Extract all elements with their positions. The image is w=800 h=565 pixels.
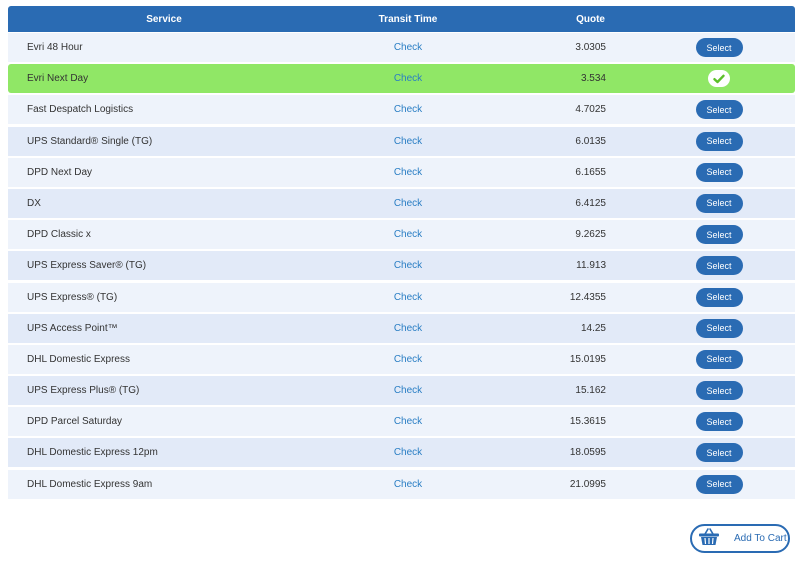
transit-check-link[interactable]: Check (393, 416, 423, 428)
quote-value: 6.4125 (575, 197, 606, 209)
table-row: DHL Domestic Express 9am Check 21.0995 Sele… (8, 469, 795, 499)
service-name: DHL Domestic Express (27, 353, 130, 365)
transit-check-link[interactable]: Check (393, 73, 423, 85)
select-button[interactable]: Select (695, 256, 743, 276)
quote-value: 14.25 (580, 322, 606, 334)
quote-value: 9.2625 (575, 229, 606, 241)
service-name: Fast Despatch Logistics (27, 104, 134, 116)
table-row: UPS Standard® Single (TG) Check 6.0135 Sele… (8, 126, 795, 156)
row-action: Select (635, 225, 795, 245)
service-name: Evri Next Day (27, 73, 89, 85)
service-name: UPS Standard® Single (TG) (27, 135, 153, 147)
transit-check-link[interactable]: Check (393, 478, 423, 490)
select-button[interactable]: Select (695, 381, 743, 401)
service-name: DPD Parcel Saturday (27, 416, 123, 428)
select-button[interactable]: Select (695, 443, 743, 463)
table-body: Evri 48 Hour Check 3.0305 Select Evri Next D… (8, 33, 795, 499)
transit-check-link[interactable]: Check (393, 166, 423, 178)
row-action: Select (635, 38, 795, 57)
header-transit-time: Transit Time (378, 13, 438, 25)
row-action: Select (635, 443, 795, 463)
table-row: UPS Express® (TG) Check 12.4355 Select (8, 282, 795, 312)
service-name: UPS Access Point™ (27, 322, 118, 334)
table-row: UPS Access Point™ Check 14.25 Select (8, 313, 795, 343)
transit-check-link[interactable]: Check (393, 353, 423, 365)
service-name: UPS Express Plus® (TG) (27, 385, 140, 397)
quote-value: 15.0195 (569, 353, 606, 365)
service-name: DPD Classic x (27, 229, 91, 241)
select-button[interactable]: Select (695, 225, 743, 245)
row-action: Select (635, 100, 795, 120)
quote-value: 3.0305 (575, 42, 606, 53)
table-row: DPD Next Day Check 6.1655 Select (8, 157, 795, 187)
row-action: Select (635, 256, 795, 276)
transit-check-link[interactable]: Check (393, 385, 423, 397)
transit-check-link[interactable]: Check (393, 42, 423, 53)
quote-value: 15.162 (575, 385, 606, 397)
row-action: Select (635, 381, 795, 401)
transit-check-link[interactable]: Check (393, 322, 423, 334)
basket-icon (698, 527, 720, 550)
service-name: DHL Domestic Express 12pm (27, 447, 158, 459)
service-name: DX (27, 197, 41, 209)
select-button[interactable]: Select (695, 318, 743, 338)
transit-check-link[interactable]: Check (393, 104, 423, 116)
select-button[interactable]: Select (695, 100, 743, 120)
add-to-cart-button[interactable]: Add To Cart (690, 524, 790, 553)
table-row: DPD Parcel Saturday Check 15.3615 Select (8, 407, 795, 437)
transit-check-link[interactable]: Check (393, 260, 423, 272)
quote-value: 11.913 (576, 260, 606, 272)
transit-check-link[interactable]: Check (393, 291, 423, 303)
row-action: Select (635, 474, 795, 494)
transit-check-link[interactable]: Check (393, 229, 423, 241)
row-action: Select (635, 131, 795, 151)
checkmark-icon[interactable] (708, 70, 730, 88)
row-action: Select (635, 162, 795, 182)
table-row: Evri 48 Hour Check 3.0305 Select (8, 33, 795, 62)
row-action: Select (635, 287, 795, 307)
quote-value: 15.3615 (569, 416, 606, 428)
select-button[interactable]: Select (695, 162, 743, 182)
row-action: Select (635, 412, 795, 432)
table-header: Service Transit Time Quote (8, 6, 795, 32)
service-name: DPD Next Day (27, 166, 93, 178)
quote-value: 4.7025 (575, 104, 606, 116)
service-name: UPS Express® (TG) (27, 291, 118, 303)
header-service: Service (146, 13, 182, 25)
table-row: Fast Despatch Logistics Check 4.7025 Select (8, 95, 795, 125)
table-row: Evri Next Day Check 3.534 (8, 64, 795, 94)
transit-check-link[interactable]: Check (393, 197, 423, 209)
select-button[interactable]: Select (695, 412, 743, 432)
service-name: UPS Express Saver® (TG) (27, 260, 147, 272)
quote-value: 6.0135 (575, 135, 606, 147)
quote-value: 6.1655 (575, 166, 606, 178)
row-action: Select (635, 318, 795, 338)
row-action (635, 70, 795, 88)
table-row: UPS Express Saver® (TG) Check 11.913 Select (8, 251, 795, 281)
row-action: Select (635, 193, 795, 213)
table-row: DHL Domestic Express 12pm Check 18.0595 Sel… (8, 438, 795, 468)
transit-check-link[interactable]: Check (393, 135, 423, 147)
header-quote: Quote (576, 13, 605, 25)
quote-value: 21.0995 (569, 478, 606, 490)
select-button[interactable]: Select (695, 349, 743, 369)
select-button[interactable]: Select (695, 193, 743, 213)
select-button[interactable]: Select (695, 38, 743, 57)
quote-value: 18.0595 (569, 447, 606, 459)
select-button[interactable]: Select (695, 474, 743, 494)
quote-value: 3.534 (580, 73, 606, 85)
table-row: DPD Classic x Check 9.2625 Select (8, 220, 795, 250)
quotes-table: Service Transit Time Quote Evri 48 Hour C… (8, 6, 795, 501)
transit-check-link[interactable]: Check (393, 447, 423, 459)
quote-value: 12.4355 (569, 291, 606, 303)
table-row: DX Check 6.4125 Select (8, 188, 795, 218)
row-action: Select (635, 349, 795, 369)
table-row: DHL Domestic Express Check 15.0195 Select (8, 344, 795, 374)
service-name: Evri 48 Hour (27, 42, 83, 53)
service-name: DHL Domestic Express 9am (27, 478, 153, 490)
table-row: UPS Express Plus® (TG) Check 15.162 Select (8, 376, 795, 406)
select-button[interactable]: Select (695, 131, 743, 151)
add-to-cart-label: Add To Cart (734, 533, 787, 544)
select-button[interactable]: Select (695, 287, 743, 307)
